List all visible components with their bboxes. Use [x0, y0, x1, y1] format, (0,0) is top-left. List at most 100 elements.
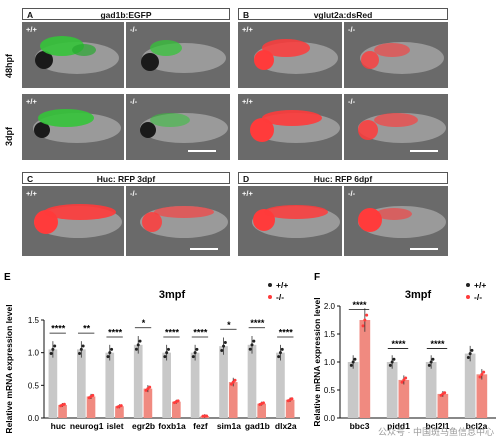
legend-marker: [268, 283, 272, 287]
data-point: [223, 341, 227, 345]
y-tick-label: 0.0: [324, 414, 336, 423]
bar: [48, 349, 58, 418]
bar: [143, 388, 153, 418]
significance-label: ****: [279, 327, 294, 337]
y-axis-label: Relative mRNA expression level: [312, 297, 322, 426]
chart-e: E 3mpf Relative mRNA expression level 0.0 0.…: [0, 268, 305, 441]
bar: [359, 320, 371, 418]
micrograph-b-3dpf-ko: -/-: [344, 94, 448, 160]
panel-b-header: B vglut2a:dsRed: [238, 8, 448, 20]
bar: [425, 362, 437, 418]
bar: [464, 353, 476, 418]
scale-bar: [410, 248, 438, 250]
y-tick-label: 0.5: [324, 386, 336, 395]
significance-label: *: [227, 320, 231, 330]
legend-label: -/-: [474, 292, 482, 302]
bar: [437, 393, 449, 418]
data-point: [400, 380, 404, 384]
significance-label: ****: [352, 300, 367, 310]
y-tick-label: 0.0: [28, 414, 40, 423]
data-point: [51, 347, 55, 351]
y-tick-label: 1.0: [324, 358, 336, 367]
micrograph-b-3dpf-wt: +/+: [238, 94, 342, 160]
data-point: [195, 347, 199, 351]
data-point: [106, 355, 110, 359]
data-point: [250, 343, 254, 347]
data-point: [390, 360, 394, 364]
micrograph-d-wt: +/+: [238, 186, 342, 256]
scale-bar: [190, 248, 218, 250]
significance-label: ****: [391, 339, 406, 349]
data-point: [205, 414, 209, 418]
data-point: [429, 360, 433, 364]
genotype-wt: +/+: [242, 189, 253, 198]
chart-e-svg: E 3mpf Relative mRNA expression level 0.0 0.…: [4, 272, 300, 434]
panel-letter: E: [4, 272, 11, 283]
genotype-wt: +/+: [26, 97, 37, 106]
bar: [133, 344, 143, 418]
y-tick-label: 1.0: [28, 349, 40, 358]
data-point: [148, 385, 152, 389]
micrograph-d-ko: -/-: [344, 186, 448, 256]
bar: [228, 382, 238, 418]
genotype-wt: +/+: [26, 189, 37, 198]
data-point: [478, 375, 482, 379]
data-point: [78, 352, 82, 356]
y-tick-label: 1.5: [324, 330, 336, 339]
data-point: [165, 351, 169, 355]
data-point: [119, 404, 123, 408]
data-point: [163, 355, 167, 359]
panel-a-letter: A: [27, 10, 34, 20]
data-point: [480, 372, 484, 376]
genotype-ko: -/-: [130, 97, 138, 106]
y-tick-label: 2.0: [324, 302, 336, 311]
data-point: [353, 357, 357, 361]
bar: [105, 352, 115, 418]
bar: [86, 396, 96, 418]
x-tick-label: bbc3: [350, 421, 370, 431]
genotype-wt: +/+: [26, 25, 37, 34]
x-tick-label: gad1b: [245, 421, 270, 431]
bar: [347, 362, 359, 418]
y-tick-label: 1.5: [28, 316, 40, 325]
micrograph-b-48hpf-wt: +/+: [238, 22, 342, 88]
data-point: [261, 401, 265, 405]
data-point: [402, 378, 406, 382]
data-point: [443, 391, 447, 395]
x-tick-label: fezf: [193, 421, 208, 431]
micrograph-a-3dpf-wt: +/+: [22, 94, 124, 160]
data-point: [222, 344, 226, 348]
panel-c-letter: C: [27, 174, 34, 184]
data-point: [193, 351, 197, 355]
x-tick-label: sim1a: [217, 421, 241, 431]
data-point: [79, 347, 83, 351]
micrograph-c-wt: +/+: [22, 186, 124, 256]
data-point: [404, 376, 408, 380]
chart-f: F 3mpf Relative mRNA expression level 0.0 0.…: [310, 268, 500, 441]
data-point: [81, 344, 85, 348]
significance-label: **: [83, 324, 91, 334]
genotype-wt: +/+: [242, 25, 253, 34]
data-point: [233, 378, 237, 382]
x-tick-label: neurog1: [70, 421, 104, 431]
panel-letter: F: [314, 272, 320, 283]
x-tick-label: bcl2l1: [425, 421, 449, 431]
micrograph-a-48hpf-wt: +/+: [22, 22, 124, 88]
data-point: [252, 339, 256, 343]
data-point: [166, 347, 170, 351]
watermark: 公众号 · 中国斑马鱼信息中心: [378, 427, 494, 437]
bar: [386, 362, 398, 418]
data-point: [388, 363, 392, 367]
y-axis-label: Relative mRNA expression level: [4, 304, 14, 433]
genotype-ko: -/-: [130, 25, 138, 34]
x-tick-label: huc: [51, 421, 66, 431]
chart-title: 3mpf: [159, 289, 186, 301]
data-point: [349, 363, 353, 367]
panel-c-caption: Huc: RFP 3dpf: [96, 174, 156, 184]
legend-marker: [268, 295, 272, 299]
significance-label: ****: [165, 327, 180, 337]
panel-c-header: C Huc: RFP 3dpf: [22, 172, 230, 184]
data-point: [191, 355, 195, 359]
bar: [58, 404, 67, 418]
bar: [476, 374, 488, 418]
